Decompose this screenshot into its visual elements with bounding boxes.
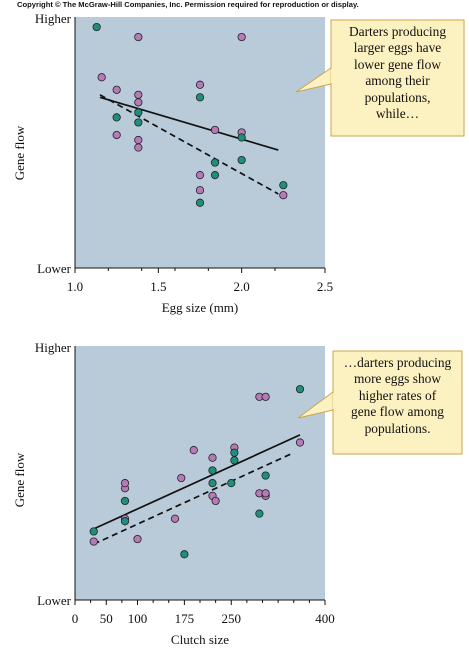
teal-data-point (120, 517, 130, 526)
y-tick-lower-0: Lower (37, 261, 72, 276)
magenta-data-point (112, 130, 121, 140)
teal-data-point (112, 113, 121, 122)
teal-data-point (237, 133, 246, 142)
magenta-data-point (97, 73, 106, 82)
teal-data-point (279, 181, 288, 190)
annotation-clutch-size: …darters producing more eggs show higher… (343, 355, 452, 436)
magenta-data-point (279, 191, 288, 200)
copyright-notice: Copyright © The McGraw-Hill Companies, I… (17, 0, 359, 9)
magenta-data-point (134, 143, 143, 152)
teal-data-point (208, 466, 217, 475)
magenta-data-point (170, 514, 180, 523)
callout-box-1 (332, 350, 463, 455)
x-tick-label: 400 (315, 611, 335, 626)
teal-data-point (180, 550, 189, 559)
teal-data-point (89, 527, 98, 536)
magenta-data-point (133, 534, 142, 544)
x-axis-label-1: Clutch size (171, 632, 229, 647)
y-tick-higher-0: Higher (35, 11, 72, 26)
y-tick-lower-1: Lower (37, 593, 72, 608)
callout-box-0 (330, 19, 465, 137)
magenta-data-point (237, 32, 246, 42)
magenta-data-point (89, 537, 98, 546)
solid-fit-line-0 (99, 96, 279, 151)
teal-data-point (295, 385, 305, 394)
x-tick-label: 175 (175, 611, 195, 626)
magenta-data-point (195, 186, 205, 195)
magenta-data-point (134, 135, 143, 145)
x-tick-label: 0 (72, 611, 79, 626)
x-tick-label: 1.0 (67, 279, 83, 294)
plot-area-1 (75, 346, 325, 600)
teal-data-point (230, 456, 239, 465)
teal-data-point (134, 108, 143, 117)
teal-data-point (195, 198, 205, 207)
x-tick-label: 2.0 (234, 279, 250, 294)
x-tick-label: 100 (128, 611, 148, 626)
magenta-data-point (134, 32, 143, 42)
teal-data-point (237, 155, 246, 165)
dashed-fit-line-1 (93, 451, 295, 545)
magenta-data-point (210, 125, 220, 135)
y-tick-higher-1: Higher (35, 340, 72, 355)
magenta-data-point (195, 80, 205, 89)
magenta-data-point (134, 98, 143, 107)
magenta-data-point (189, 446, 198, 455)
magenta-data-point (261, 392, 270, 401)
annotation-egg-size: Darters producing larger eggs have lower… (348, 24, 447, 122)
x-tick-label: 1.5 (150, 279, 166, 294)
magenta-data-point (112, 85, 121, 94)
magenta-data-point (177, 473, 186, 483)
teal-data-point (210, 171, 220, 180)
solid-fit-line-1 (93, 434, 301, 530)
magenta-data-point (261, 489, 270, 498)
magenta-data-point (295, 438, 305, 447)
teal-data-point (255, 509, 264, 518)
teal-data-point (120, 496, 130, 506)
teal-data-point (208, 479, 217, 488)
magenta-data-point (120, 479, 130, 488)
x-tick-label: 2.5 (317, 279, 333, 294)
teal-data-point (134, 118, 143, 127)
teal-data-point (230, 448, 239, 457)
plot-area-0 (75, 17, 325, 268)
y-axis-label-egg: Gene flow (12, 125, 27, 181)
x-axis-label-0: Egg size (mm) (162, 300, 239, 315)
magenta-data-point (208, 453, 217, 462)
y-axis-label-clutch: Gene flow (12, 452, 27, 508)
teal-data-point (210, 158, 220, 167)
dashed-fit-line-0 (99, 94, 279, 195)
teal-data-point (195, 93, 205, 102)
teal-data-point (261, 471, 270, 480)
teal-data-point (92, 22, 101, 32)
magenta-data-point (195, 171, 205, 180)
magenta-data-point (134, 90, 143, 99)
magenta-data-point (211, 496, 220, 506)
x-tick-label: 250 (222, 611, 242, 626)
teal-data-point (227, 479, 236, 488)
x-tick-label: 50 (100, 611, 113, 626)
